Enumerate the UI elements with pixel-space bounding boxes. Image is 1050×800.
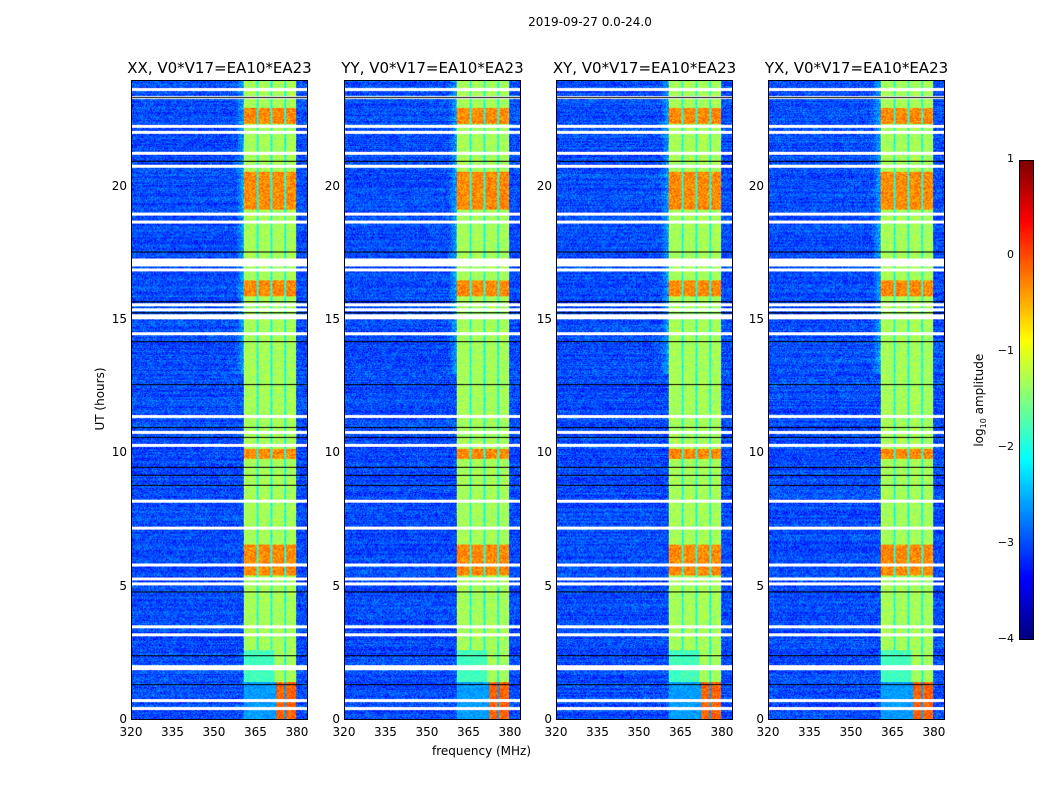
y-tick-label: 15 [111, 312, 127, 326]
panel-title: XX, V0*V17=EA10*EA23 [127, 59, 312, 77]
x-tick-label: 365 [881, 725, 904, 739]
x-tick-label: 350 [415, 725, 439, 739]
x-tick-label: 335 [586, 725, 609, 739]
y-tick-label: 5 [332, 578, 340, 593]
colorbar-tick-label: −1 [997, 344, 1014, 357]
colorbar [1019, 160, 1034, 640]
x-tick-label: 320 [544, 725, 568, 739]
y-tick-label: 20 [324, 178, 340, 193]
colorbar-tick-label: −2 [997, 440, 1014, 453]
y-tick-label: 5 [544, 578, 552, 593]
y-tick-label: 5 [119, 578, 127, 593]
y-tick-label: 0 [119, 712, 127, 726]
heatmap-image [132, 81, 307, 719]
y-tick-label: 15 [748, 312, 764, 326]
x-tick-label: 350 [202, 725, 226, 739]
x-tick-label: 320 [756, 725, 780, 739]
x-tick-label: 335 [798, 725, 821, 739]
x-tick-label: 365 [669, 725, 692, 739]
x-tick-label: 380 [710, 725, 734, 739]
panel-title: YY, V0*V17=EA10*EA23 [341, 59, 524, 77]
x-tick-label: 335 [161, 725, 184, 739]
spectrogram-panel-3 [768, 80, 945, 720]
x-tick-label: 365 [244, 725, 267, 739]
y-tick-label: 0 [332, 712, 340, 726]
x-tick-label: 335 [374, 725, 397, 739]
colorbar-tick-label: −4 [997, 632, 1014, 645]
x-axis-label: frequency (MHz) [432, 744, 532, 758]
heatmap-image [557, 81, 732, 719]
panel-title: YX, V0*V17=EA10*EA23 [764, 59, 949, 77]
y-axis-label: UT (hours) [93, 367, 107, 431]
x-tick-label: 380 [498, 725, 522, 739]
spectrogram-panel-2 [556, 80, 733, 720]
heatmap-image [345, 81, 520, 719]
y-tick-label: 10 [536, 445, 552, 460]
x-tick-label: 320 [332, 725, 356, 739]
x-tick-label: 350 [627, 725, 651, 739]
colorbar-tick-label: −3 [997, 536, 1014, 549]
y-tick-label: 5 [756, 578, 764, 593]
x-tick-label: 380 [285, 725, 309, 739]
figure-title: 2019-09-27 0.0-24.0 [528, 15, 652, 29]
panel-title: XY, V0*V17=EA10*EA23 [552, 59, 737, 77]
x-tick-label: 350 [839, 725, 863, 739]
y-tick-label: 15 [536, 312, 552, 326]
y-tick-label: 10 [324, 445, 340, 460]
x-tick-label: 365 [457, 725, 480, 739]
spectrogram-panel-1 [344, 80, 521, 720]
colorbar-tick-label: 1 [1007, 152, 1014, 165]
y-tick-label: 15 [324, 312, 340, 326]
colorbar-tick-label: 0 [1007, 248, 1014, 261]
y-tick-label: 10 [111, 445, 127, 460]
colorbar-label: log10 amplitude [971, 353, 989, 447]
y-tick-label: 0 [544, 712, 552, 726]
y-tick-label: 0 [756, 712, 764, 726]
y-tick-label: 20 [111, 178, 127, 193]
heatmap-image [769, 81, 944, 719]
x-tick-label: 320 [119, 725, 143, 739]
x-tick-label: 380 [922, 725, 946, 739]
y-tick-label: 10 [748, 445, 764, 460]
spectrogram-panel-0 [131, 80, 308, 720]
y-tick-label: 20 [748, 178, 764, 193]
y-tick-label: 20 [536, 178, 552, 193]
